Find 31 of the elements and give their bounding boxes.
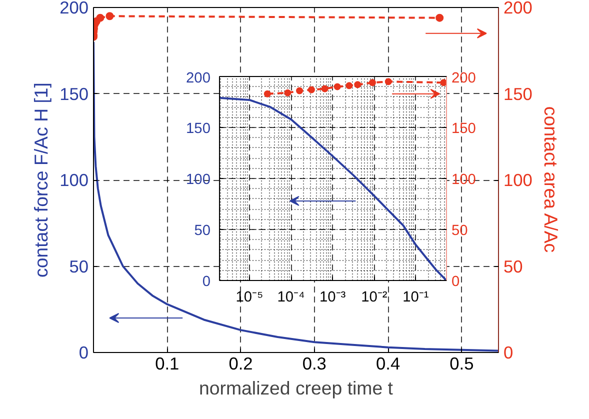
y2-tick-label: 50 [504, 256, 523, 276]
x-tick-label: 0.5 [450, 354, 474, 374]
y2-tick-label: 50 [452, 223, 468, 239]
x-axis-title: normalized creep time t [199, 378, 394, 398]
x-tick-label: 0.1 [155, 354, 180, 374]
y2-tick-label: 0 [504, 342, 514, 362]
y2-tick-label: 100 [504, 170, 532, 190]
y2-tick-label: 150 [504, 84, 532, 104]
y-tick-label: 0 [202, 274, 211, 290]
y-tick-label: 200 [60, 0, 89, 18]
y-tick-label: 150 [186, 121, 211, 137]
y2-tick-label: 200 [504, 0, 532, 18]
y-tick-label: 50 [194, 223, 211, 239]
x-tick-label: 10⁻¹ [402, 290, 429, 306]
x-tick-label: 10⁻⁵ [236, 290, 264, 306]
y-tick-label: 150 [60, 84, 89, 104]
y-tick-label: 50 [69, 256, 89, 276]
x-tick-label: 10⁻³ [320, 290, 346, 306]
x-tick-label: 0.2 [228, 354, 253, 374]
y2-tick-label: 150 [452, 121, 476, 137]
y-tick-label: 200 [186, 70, 211, 86]
y-tick-label: 0 [78, 342, 89, 362]
x-tick-label: 0.3 [302, 354, 326, 374]
x-tick-label: 10⁻² [361, 290, 388, 306]
y2-tick-label: 200 [452, 70, 476, 86]
x-tick-label: 0.4 [376, 354, 400, 374]
y2-tick-label: 0 [452, 274, 460, 290]
x-tick-label: 10⁻⁴ [277, 290, 305, 306]
y-axis-title: contact force F/Ac H [1] [30, 82, 52, 278]
y2-axis-title: contact area A/Ac [540, 106, 562, 253]
y-tick-label: 100 [60, 170, 89, 190]
